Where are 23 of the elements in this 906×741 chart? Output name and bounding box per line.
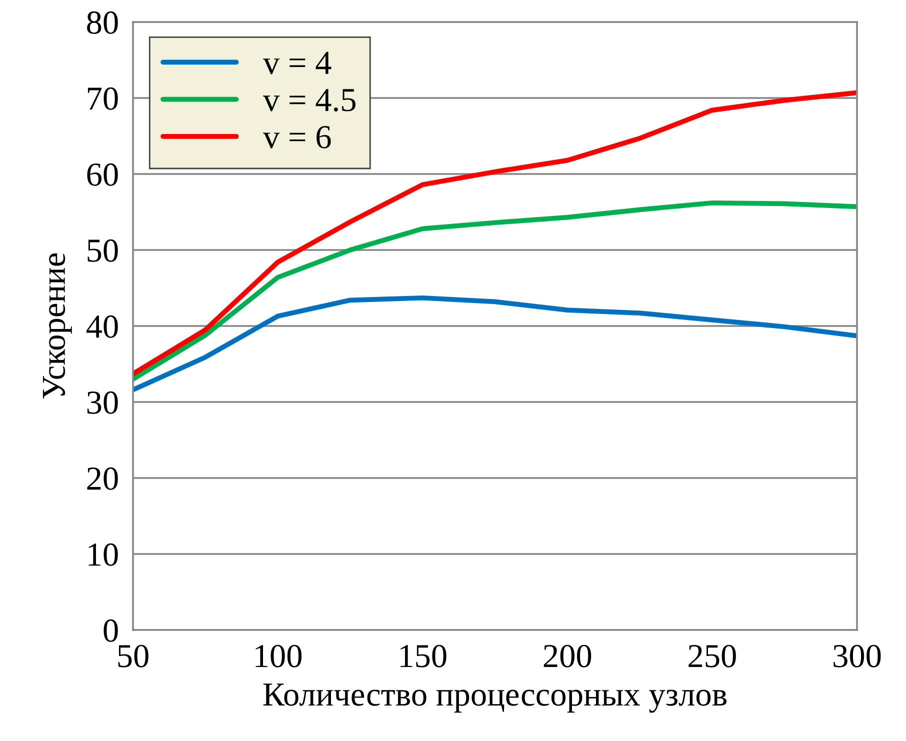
x-tick-label: 250 (688, 644, 736, 668)
legend-label: v = 4.5 (262, 89, 356, 112)
y-tick-label: 60 (87, 163, 118, 186)
legend-label: v = 6 (262, 126, 331, 148)
x-tick-label: 300 (834, 644, 881, 668)
legend-label: v = 4 (262, 52, 332, 74)
y-tick-label: 50 (88, 239, 118, 262)
y-tick-label: 10 (88, 543, 118, 566)
x-tick-label: 150 (400, 644, 446, 668)
y-axis-title: Ускорение (42, 253, 72, 399)
y-tick-label: 0 (104, 619, 118, 642)
y-tick-label: 30 (87, 391, 118, 414)
x-tick-label: 200 (544, 644, 592, 668)
line-series (133, 200, 857, 382)
line-series (133, 295, 857, 392)
x-axis-title: Количество процессорных узлов (263, 684, 726, 713)
x-tick-label: 100 (256, 644, 302, 668)
x-tick-label: 50 (118, 644, 148, 668)
y-tick-label: 70 (88, 87, 118, 110)
y-tick-label: 20 (87, 467, 118, 490)
y-tick-label: 40 (86, 315, 118, 338)
y-tick-label: 80 (87, 11, 118, 34)
line-series (133, 90, 857, 376)
